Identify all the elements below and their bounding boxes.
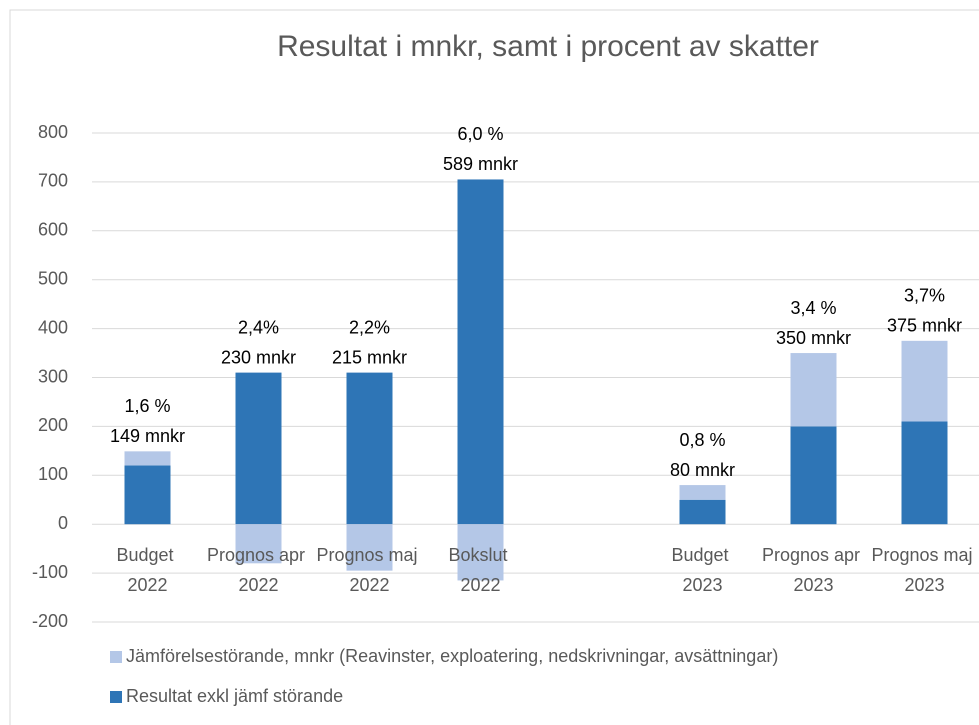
x-tick-line: 2022 <box>349 575 389 595</box>
x-tick-label: Prognos maj 2022 <box>316 545 422 595</box>
x-tick-line: Prognos maj <box>316 545 422 565</box>
bar-segment <box>901 421 948 525</box>
x-tick-line: Budget <box>116 545 178 565</box>
legend-swatch <box>110 691 122 703</box>
y-tick-label: -100 <box>32 562 68 582</box>
bar-segment <box>901 340 948 422</box>
x-tick-line: Budget <box>671 545 733 565</box>
x-tick-label: Prognos maj 2023 <box>871 545 977 595</box>
data-label: 589 mnkr <box>443 154 518 174</box>
bar-segment <box>679 485 726 500</box>
bar-segment <box>235 372 282 525</box>
y-tick-label: 100 <box>38 464 68 484</box>
x-tick-line: Prognos maj <box>871 545 977 565</box>
x-tick-label: Bokslut 2022 <box>448 545 512 595</box>
bar-segment <box>346 372 393 525</box>
legend-label: Resultat exkl jämf störande <box>126 686 343 706</box>
x-tick-label: Budget 2022 <box>116 545 178 595</box>
bar-segment <box>790 426 837 525</box>
x-tick-line: 2023 <box>793 575 833 595</box>
data-label: 375 mnkr <box>887 316 962 336</box>
chart-title: Resultat i mnkr, samt i procent av skatt… <box>277 30 819 63</box>
y-tick-label: 400 <box>38 317 68 337</box>
y-tick-label: 700 <box>38 171 68 191</box>
y-tick-label: 500 <box>38 268 68 288</box>
x-tick-line: 2022 <box>460 575 500 595</box>
bar-segment <box>457 524 504 581</box>
x-tick-label: Prognos apr 2023 <box>762 545 865 595</box>
x-tick-line: Prognos apr <box>207 545 310 565</box>
x-tick-line: Bokslut <box>448 545 512 565</box>
bar-segment <box>457 179 504 525</box>
x-tick-label: Prognos apr 2022 <box>207 545 310 595</box>
legend-swatch <box>110 651 122 663</box>
x-tick-line: 2022 <box>127 575 167 595</box>
y-tick-label: 800 <box>38 122 68 142</box>
data-label: 350 mnkr <box>776 328 851 348</box>
x-tick-line: 2023 <box>904 575 944 595</box>
bar-segment <box>346 524 393 571</box>
data-label: 1,6 % <box>124 396 170 416</box>
data-label: 2,2% <box>349 317 390 337</box>
x-tick-line: 2023 <box>682 575 722 595</box>
data-label: 230 mnkr <box>221 347 296 367</box>
y-tick-label: -200 <box>32 611 68 631</box>
data-label: 215 mnkr <box>332 347 407 367</box>
bar-segment <box>124 451 171 466</box>
data-label: 6,0 % <box>457 124 503 144</box>
x-tick-label: Budget 2023 <box>671 545 733 595</box>
bar-segment <box>124 465 171 525</box>
x-tick-line: Prognos apr <box>762 545 865 565</box>
y-tick-label: 200 <box>38 415 68 435</box>
data-label: 3,7% <box>904 286 945 306</box>
data-label: 2,4% <box>238 317 279 337</box>
bar-segment <box>235 524 282 564</box>
data-label: 80 mnkr <box>670 460 735 480</box>
legend-label: Jämförelsestörande, mnkr (Reavinster, ex… <box>126 646 778 666</box>
bar-segment <box>679 499 726 525</box>
data-label: 149 mnkr <box>110 426 185 446</box>
data-label: 0,8 % <box>679 430 725 450</box>
bar-segment <box>790 353 837 427</box>
y-tick-label: 0 <box>58 513 68 533</box>
y-tick-label: 600 <box>38 220 68 240</box>
x-tick-line: 2022 <box>238 575 278 595</box>
data-label: 3,4 % <box>790 298 836 318</box>
y-tick-label: 300 <box>38 366 68 386</box>
